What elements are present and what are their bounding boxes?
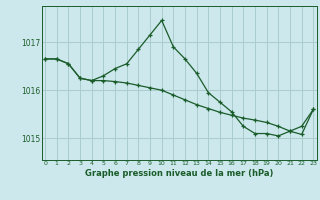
X-axis label: Graphe pression niveau de la mer (hPa): Graphe pression niveau de la mer (hPa): [85, 169, 273, 178]
